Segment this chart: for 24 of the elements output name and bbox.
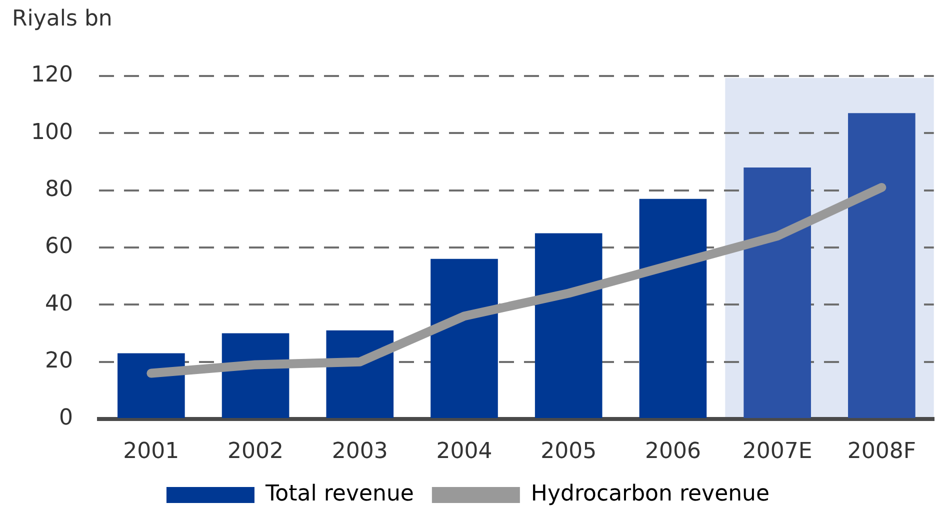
y-tick-label: 60 — [45, 234, 73, 260]
y-axis-title: Riyals bn — [12, 6, 112, 32]
y-tick-label: 0 — [59, 406, 73, 431]
bar — [848, 113, 916, 418]
legend-label: Hydrocarbon revenue — [530, 482, 770, 507]
bar — [118, 353, 185, 418]
y-tick-label: 100 — [31, 120, 73, 145]
x-tick-label: 2004 — [436, 438, 492, 464]
x-tick-label: 2003 — [332, 438, 388, 464]
y-tick-label: 120 — [31, 62, 73, 88]
y-tick-label: 20 — [45, 348, 73, 374]
bar — [639, 198, 707, 418]
x-tick-label: 2007E — [742, 438, 812, 464]
y-tick-label: 80 — [45, 177, 73, 202]
y-tick-label: 40 — [45, 291, 73, 316]
x-tick-label: 2005 — [540, 438, 597, 464]
bar — [430, 258, 498, 418]
x-tick-label: 2001 — [123, 438, 180, 464]
bar — [744, 167, 811, 418]
x-tick-label: 2006 — [644, 438, 701, 464]
bar — [534, 233, 602, 418]
x-tick-label: 2002 — [228, 438, 284, 464]
legend-label: Total revenue — [264, 482, 414, 507]
x-tick-label: 2008F — [847, 438, 916, 464]
